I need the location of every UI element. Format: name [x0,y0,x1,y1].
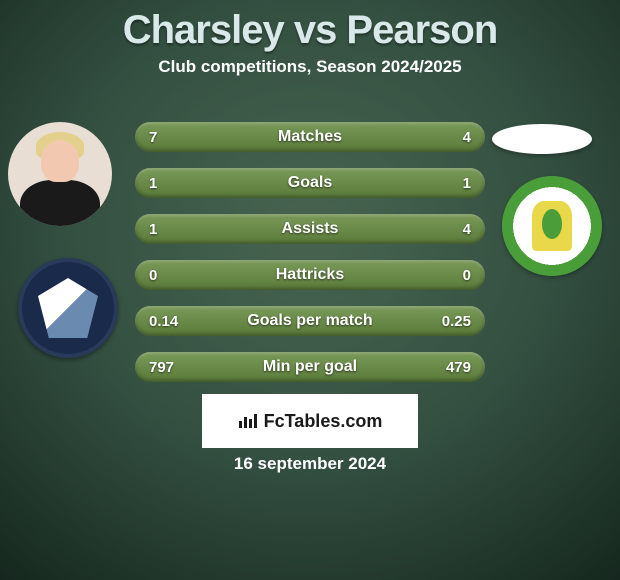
stat-label: Min per goal [263,358,357,376]
stat-label: Goals per match [247,312,372,330]
date-text: 16 september 2024 [0,454,620,474]
watermark-text: FcTables.com [264,411,383,432]
stat-right-value: 0 [463,267,471,284]
stat-row-hattricks: 0 Hattricks 0 [135,260,485,290]
stat-row-goals-per-match: 0.14 Goals per match 0.25 [135,306,485,336]
stat-right-value: 4 [463,221,471,238]
player-left-club-badge [18,258,118,358]
stat-left-value: 1 [149,175,157,192]
page-title: Charsley vs Pearson [0,0,620,53]
player-left-avatar [8,122,112,226]
stat-left-value: 7 [149,129,157,146]
stat-label: Assists [282,220,339,238]
stat-row-assists: 1 Assists 4 [135,214,485,244]
stat-right-value: 1 [463,175,471,192]
stat-label: Matches [278,128,342,146]
stat-right-value: 0.25 [442,313,471,330]
stat-left-value: 0.14 [149,313,178,330]
stats-bars: 7 Matches 4 1 Goals 1 1 Assists 4 0 Hatt… [135,122,485,398]
watermark-chart-icon [238,413,258,429]
stat-row-goals: 1 Goals 1 [135,168,485,198]
stat-label: Goals [288,174,332,192]
stat-left-value: 0 [149,267,157,284]
watermark: FcTables.com [202,394,418,448]
stat-row-min-per-goal: 797 Min per goal 479 [135,352,485,382]
stat-right-value: 479 [446,359,471,376]
stat-right-value: 4 [463,129,471,146]
stat-left-value: 1 [149,221,157,238]
stat-row-matches: 7 Matches 4 [135,122,485,152]
player-right-club-badge [502,176,602,276]
subtitle: Club competitions, Season 2024/2025 [0,57,620,77]
stat-label: Hattricks [276,266,344,284]
player-right-avatar [492,124,592,154]
stat-left-value: 797 [149,359,174,376]
